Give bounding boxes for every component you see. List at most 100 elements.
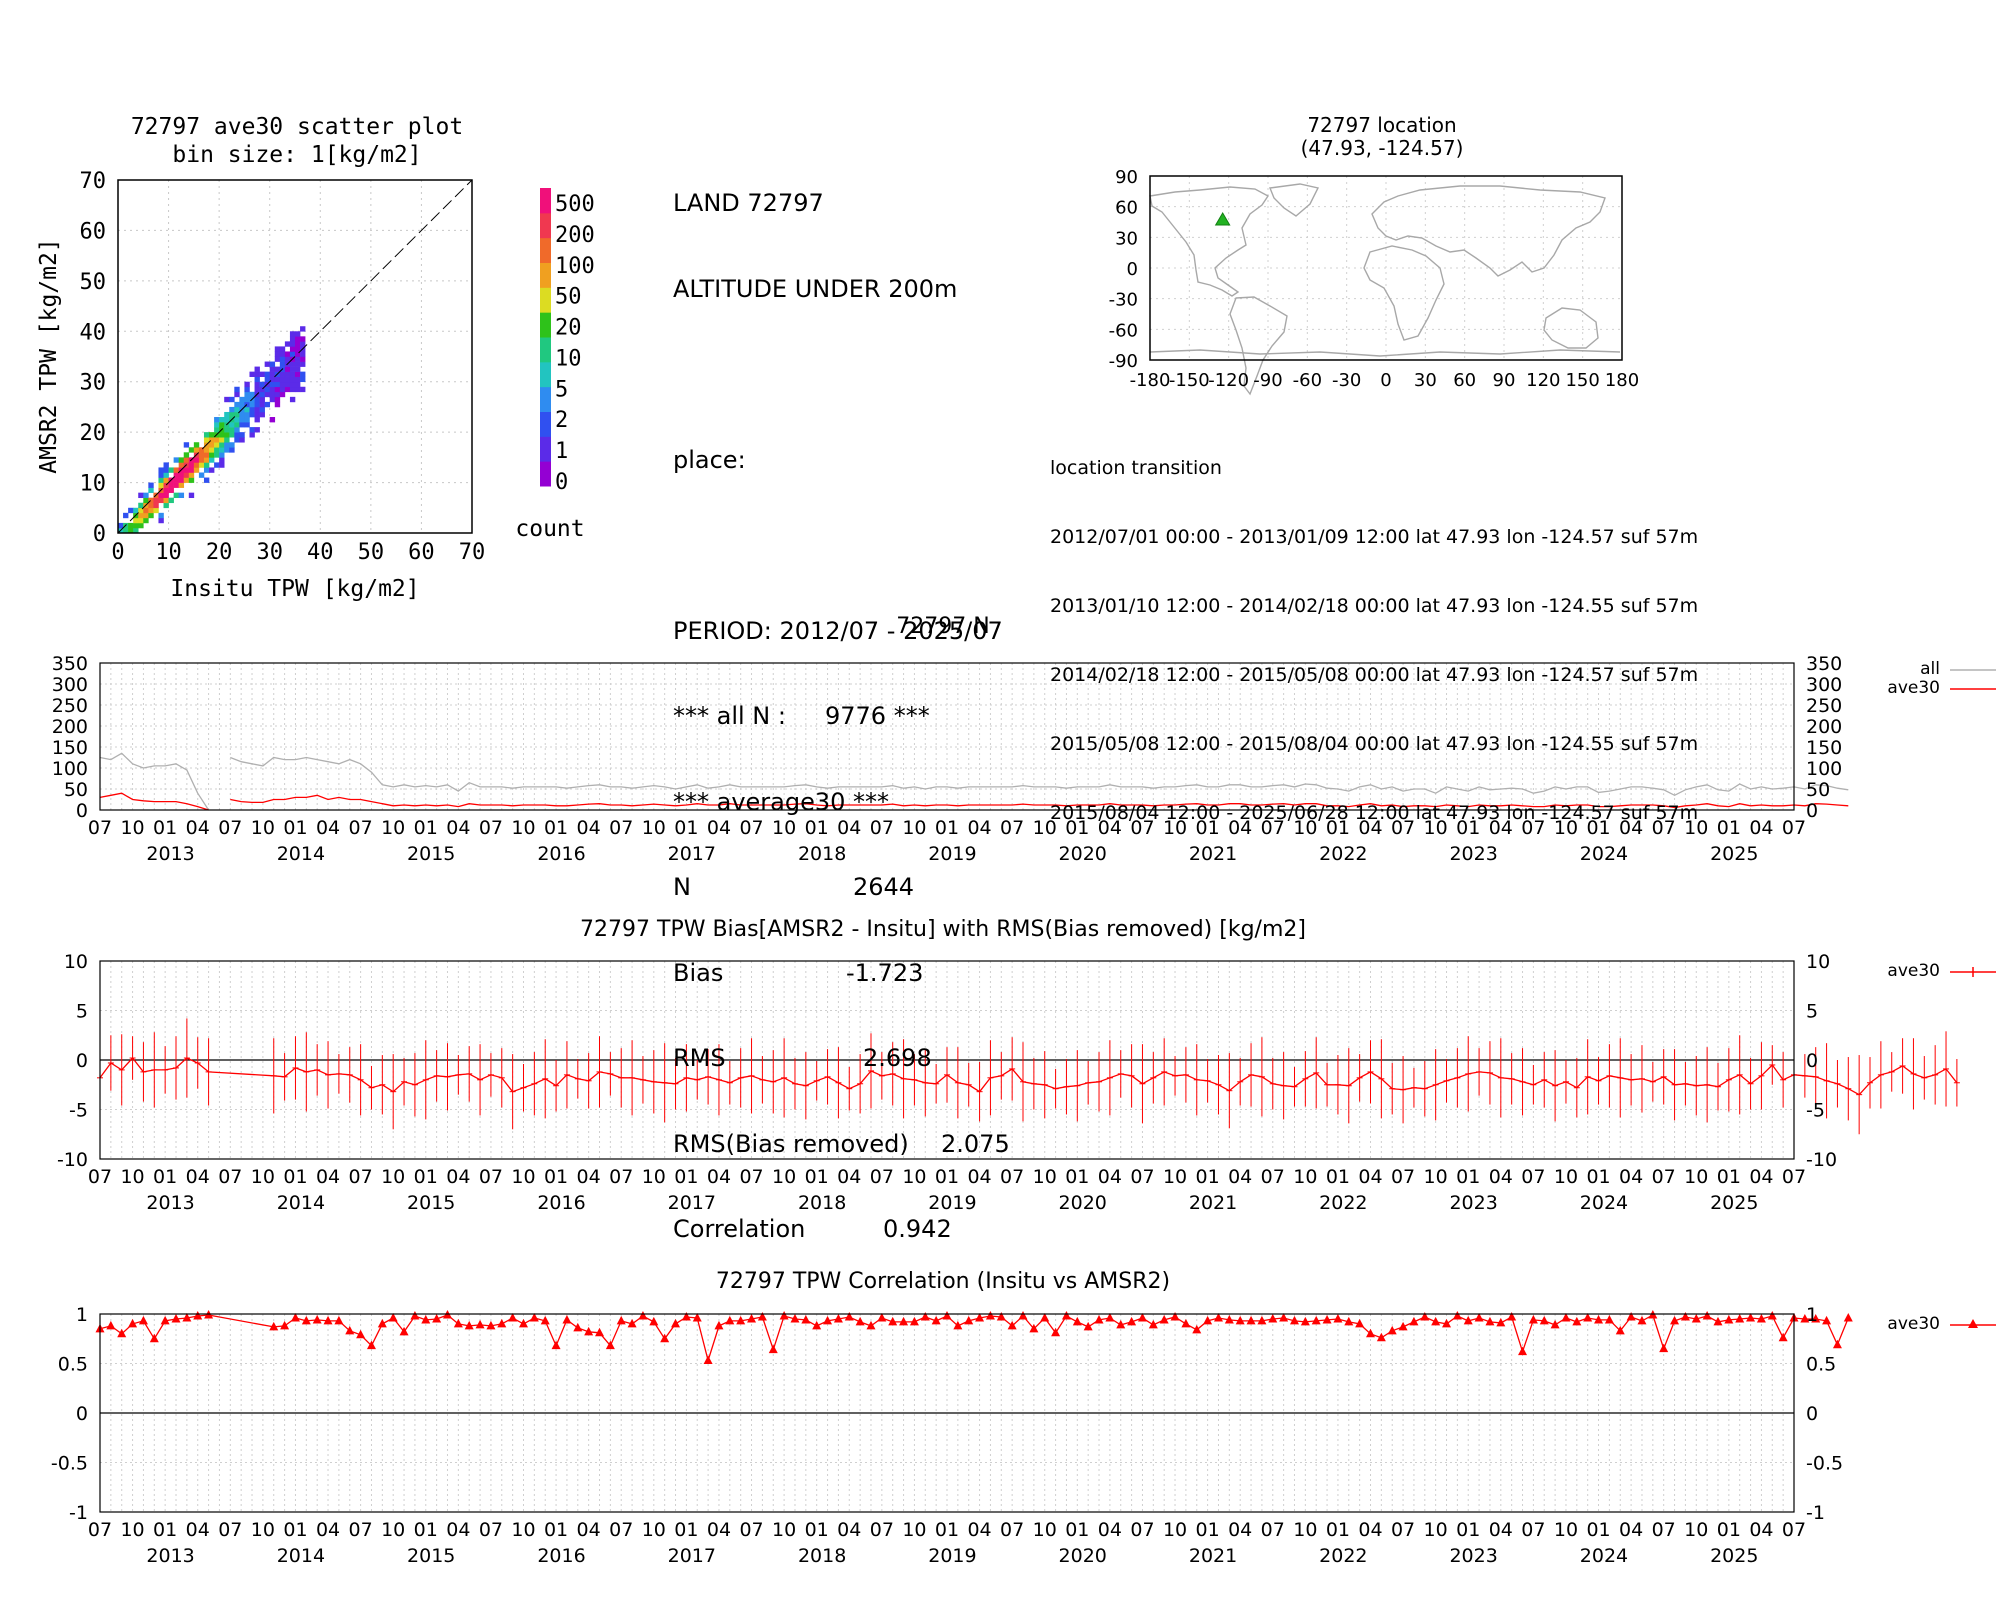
right-y-tick-label: 10 — [1806, 951, 1830, 973]
corr-point — [1213, 1312, 1223, 1322]
month-tick-label: 10 — [381, 1519, 405, 1541]
corr-point — [920, 1311, 930, 1321]
scatter-bin — [224, 447, 230, 453]
scatter-x-tick-label: 60 — [408, 540, 435, 565]
colorbar: 0 1 2 5 10 20 50 100 200 500 — [540, 188, 595, 495]
corr-point — [638, 1310, 648, 1320]
colorbar-segment — [540, 436, 551, 462]
colorbar-segment — [540, 411, 551, 437]
scatter-y-label: AMSR2 TPW [kg/m2] — [36, 238, 62, 473]
corr-point — [942, 1310, 952, 1320]
scatter-bin — [209, 437, 215, 443]
corr-point — [1268, 1313, 1278, 1323]
corr-point — [464, 1320, 474, 1330]
month-tick-label: 10 — [902, 1166, 926, 1188]
scatter-y-tick-label: 10 — [80, 472, 107, 497]
scatter-bin — [279, 386, 286, 393]
corr-point — [627, 1318, 637, 1328]
scatter-bin — [224, 417, 230, 423]
location-transition-title: location transition — [1050, 457, 1222, 479]
stat-all-n-label: *** all N : — [673, 702, 786, 730]
corr-point — [1040, 1312, 1050, 1322]
station-info: LAND 72797 ALTITUDE UNDER 200m place: PE… — [673, 132, 1010, 1272]
month-tick-label: 04 — [1098, 1166, 1122, 1188]
month-tick-label: 07 — [1391, 1519, 1415, 1541]
scatter-bin — [173, 492, 179, 499]
scatter-bin — [239, 422, 245, 428]
map-x-tick-label: 0 — [1380, 370, 1391, 391]
corr-point — [1409, 1316, 1419, 1326]
corr-point — [562, 1314, 572, 1324]
scatter-bin — [198, 472, 205, 478]
scatter-x-tick-label: 0 — [111, 540, 124, 565]
scatter-y-tick-label: 0 — [93, 522, 106, 547]
corr-point — [1561, 1312, 1571, 1322]
month-tick-label: 10 — [1424, 1166, 1448, 1188]
month-tick-label: 04 — [707, 1166, 731, 1188]
scatter-bin — [269, 366, 276, 372]
month-tick-label: 01 — [1326, 1166, 1350, 1188]
scatter-bin — [254, 401, 260, 408]
month-tick-label: 04 — [316, 817, 340, 839]
scatter-bin — [128, 527, 134, 534]
month-tick-label: 10 — [1554, 1519, 1578, 1541]
map-x-tick-label: 90 — [1493, 370, 1516, 391]
corr-point — [1333, 1313, 1343, 1323]
corr-point — [1463, 1315, 1473, 1325]
map-coastlines — [1149, 183, 1621, 396]
month-tick-label: 01 — [1586, 817, 1610, 839]
corr-title: 72797 TPW Correlation (Insitu vs AMSR2) — [716, 1269, 1170, 1294]
map-frame — [1149, 175, 1623, 361]
colorbar-segment — [540, 461, 551, 487]
stat-rms-bias-removed: RMS(Bias removed) 2.075 — [673, 1130, 1010, 1159]
info-line-3 — [673, 360, 1003, 389]
scatter-bin — [269, 391, 276, 398]
scatter-bin — [295, 336, 301, 342]
left-y-tick-label: -5 — [69, 1100, 88, 1122]
month-tick-label: 07 — [739, 817, 763, 839]
scatter-bin — [259, 396, 265, 403]
corr-point — [1843, 1312, 1853, 1322]
bias-frame — [99, 960, 1795, 1160]
colorbar-segment — [540, 287, 551, 313]
corr-point — [1355, 1318, 1365, 1328]
corr-point — [1496, 1317, 1506, 1327]
month-tick-label: 01 — [1586, 1519, 1610, 1541]
corr-point — [1431, 1316, 1441, 1326]
scatter-bin — [209, 447, 215, 453]
right-y-tick-label: 150 — [1806, 737, 1842, 759]
corr-legend: ave30 — [1887, 1314, 1996, 1334]
scatter-bin — [188, 462, 195, 468]
scatter-bin — [259, 371, 265, 377]
corr-point — [953, 1320, 963, 1330]
scatter-bin — [259, 401, 265, 408]
scatter-bin — [203, 432, 210, 438]
month-tick-label: 01 — [153, 1166, 177, 1188]
scatter-bin — [229, 411, 235, 418]
scatter-bin — [295, 371, 301, 377]
scatter-bin — [254, 381, 260, 388]
scatter-bin — [289, 366, 296, 372]
month-tick-label: 07 — [739, 1166, 763, 1188]
scatter-bin — [209, 442, 215, 448]
scatter-bin — [219, 462, 225, 468]
stat-average30-label: *** average30 *** — [673, 787, 890, 816]
scatter-bin — [163, 477, 169, 483]
scatter-bin — [269, 396, 276, 403]
right-y-tick-label: -1 — [1806, 1502, 1825, 1524]
month-tick-label: 07 — [870, 1166, 894, 1188]
month-tick-label: 10 — [1293, 817, 1317, 839]
scatter-bin — [289, 331, 296, 337]
stat-n-value: 2644 — [853, 873, 915, 901]
colorbar-segment — [540, 188, 551, 214]
scatter-bin — [178, 492, 185, 499]
colorbar-tick-label: 5 — [555, 377, 568, 402]
scatter-bin — [133, 522, 139, 529]
scatter-bin — [289, 396, 296, 403]
year-label: 2025 — [1710, 1545, 1758, 1567]
n-series-line-all — [230, 756, 1849, 797]
coast-antarctica — [1149, 349, 1621, 357]
year-label: 2016 — [537, 1545, 585, 1567]
scatter-bin — [178, 462, 185, 468]
scatter-bin — [239, 401, 245, 408]
